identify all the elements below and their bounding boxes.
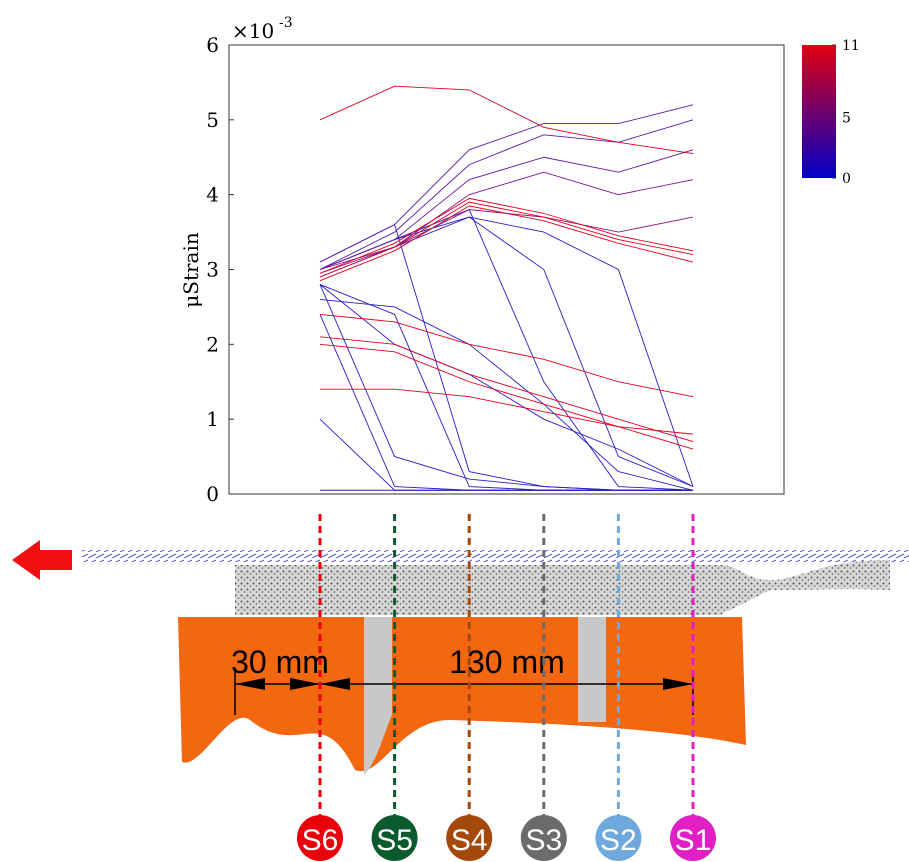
strain-line [319, 119, 694, 270]
strain-line [320, 388, 694, 435]
gap [364, 617, 392, 775]
sensor-label: S6 [302, 824, 339, 857]
y-tick-label: 2 [206, 332, 219, 356]
dim-arrow [663, 678, 693, 690]
strain-line [319, 313, 694, 398]
sensor-marker [371, 815, 418, 861]
strain-line [319, 223, 693, 491]
dim-arrow [320, 678, 350, 690]
strain-line [319, 418, 693, 491]
strain-line [319, 85, 694, 154]
hatched-surface [82, 550, 909, 562]
rough-layer [235, 560, 890, 615]
colorbar-tick-label: 5 [842, 111, 851, 127]
sensor-marker [595, 815, 642, 861]
strain-line [319, 201, 694, 278]
sensor-marker [520, 815, 567, 861]
lines [319, 85, 694, 491]
y-tick-label: 4 [206, 183, 219, 207]
y-tick-label: 0 [206, 482, 219, 506]
sensor-label: S1 [675, 824, 712, 857]
substrate [178, 617, 746, 772]
sensor-marker [670, 815, 716, 861]
colorbar-tick-label: 11 [842, 38, 860, 54]
gap [578, 617, 606, 722]
y-multiplier-exp: -3 [279, 15, 293, 31]
y-tick-label: 3 [206, 258, 219, 282]
y-tick-label: 1 [206, 407, 219, 431]
strain-line [319, 298, 694, 491]
sensor-label: S2 [600, 824, 637, 857]
sensor-label: S3 [525, 824, 562, 857]
plot-frame [228, 44, 785, 495]
strain-line [319, 197, 694, 274]
pull-arrow [12, 540, 72, 580]
strain-line [319, 284, 693, 491]
colorbar [802, 45, 836, 178]
strain-line [319, 284, 694, 487]
sensor-marker [297, 815, 343, 861]
sensor-label: S5 [376, 824, 413, 857]
dim-arrow [290, 678, 320, 690]
y-tick-label: 5 [206, 108, 219, 132]
strain-line [319, 343, 694, 450]
y-tick-label: 6 [206, 33, 219, 57]
dimension-label: 30 mm [231, 644, 329, 680]
strain-line [319, 171, 694, 274]
strain-line [319, 104, 694, 263]
strain-line [319, 336, 694, 443]
strain-line [319, 149, 694, 270]
y-label: μStrain [179, 232, 203, 308]
dimension-label: 130 mm [449, 644, 565, 680]
strain-line [319, 284, 693, 491]
dim-arrow [235, 678, 265, 690]
y-multiplier: ×10 [232, 19, 274, 43]
sensor-marker [446, 815, 493, 861]
strain-line [319, 205, 694, 282]
colorbar-tick-label: 0 [842, 171, 851, 187]
sensor-label: S4 [451, 824, 488, 857]
